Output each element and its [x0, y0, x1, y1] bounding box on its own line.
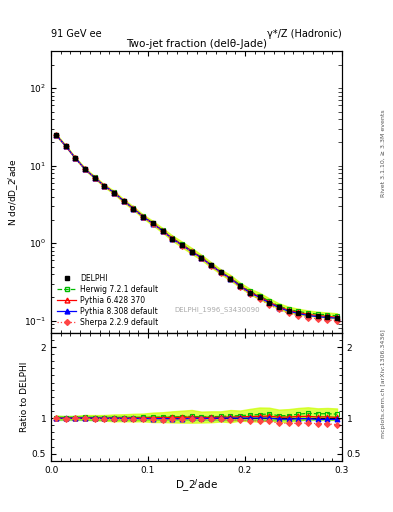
X-axis label: D_2$^J$ade: D_2$^J$ade [175, 477, 218, 494]
Y-axis label: N dσ/dD_2$^J$ade: N dσ/dD_2$^J$ade [7, 158, 21, 226]
Y-axis label: Ratio to DELPHI: Ratio to DELPHI [20, 361, 29, 432]
Legend: DELPHI, Herwig 7.2.1 default, Pythia 6.428 370, Pythia 8.308 default, Sherpa 2.2: DELPHI, Herwig 7.2.1 default, Pythia 6.4… [55, 272, 161, 329]
Text: 91 GeV ee: 91 GeV ee [51, 29, 102, 39]
Text: Rivet 3.1.10, ≥ 3.3M events: Rivet 3.1.10, ≥ 3.3M events [381, 110, 386, 198]
Text: γ*/Z (Hadronic): γ*/Z (Hadronic) [267, 29, 342, 39]
Text: DELPHI_1996_S3430090: DELPHI_1996_S3430090 [174, 306, 260, 313]
Title: Two-jet fraction (delθ-Jade): Two-jet fraction (delθ-Jade) [126, 39, 267, 49]
Text: mcplots.cern.ch [arXiv:1306.3436]: mcplots.cern.ch [arXiv:1306.3436] [381, 330, 386, 438]
